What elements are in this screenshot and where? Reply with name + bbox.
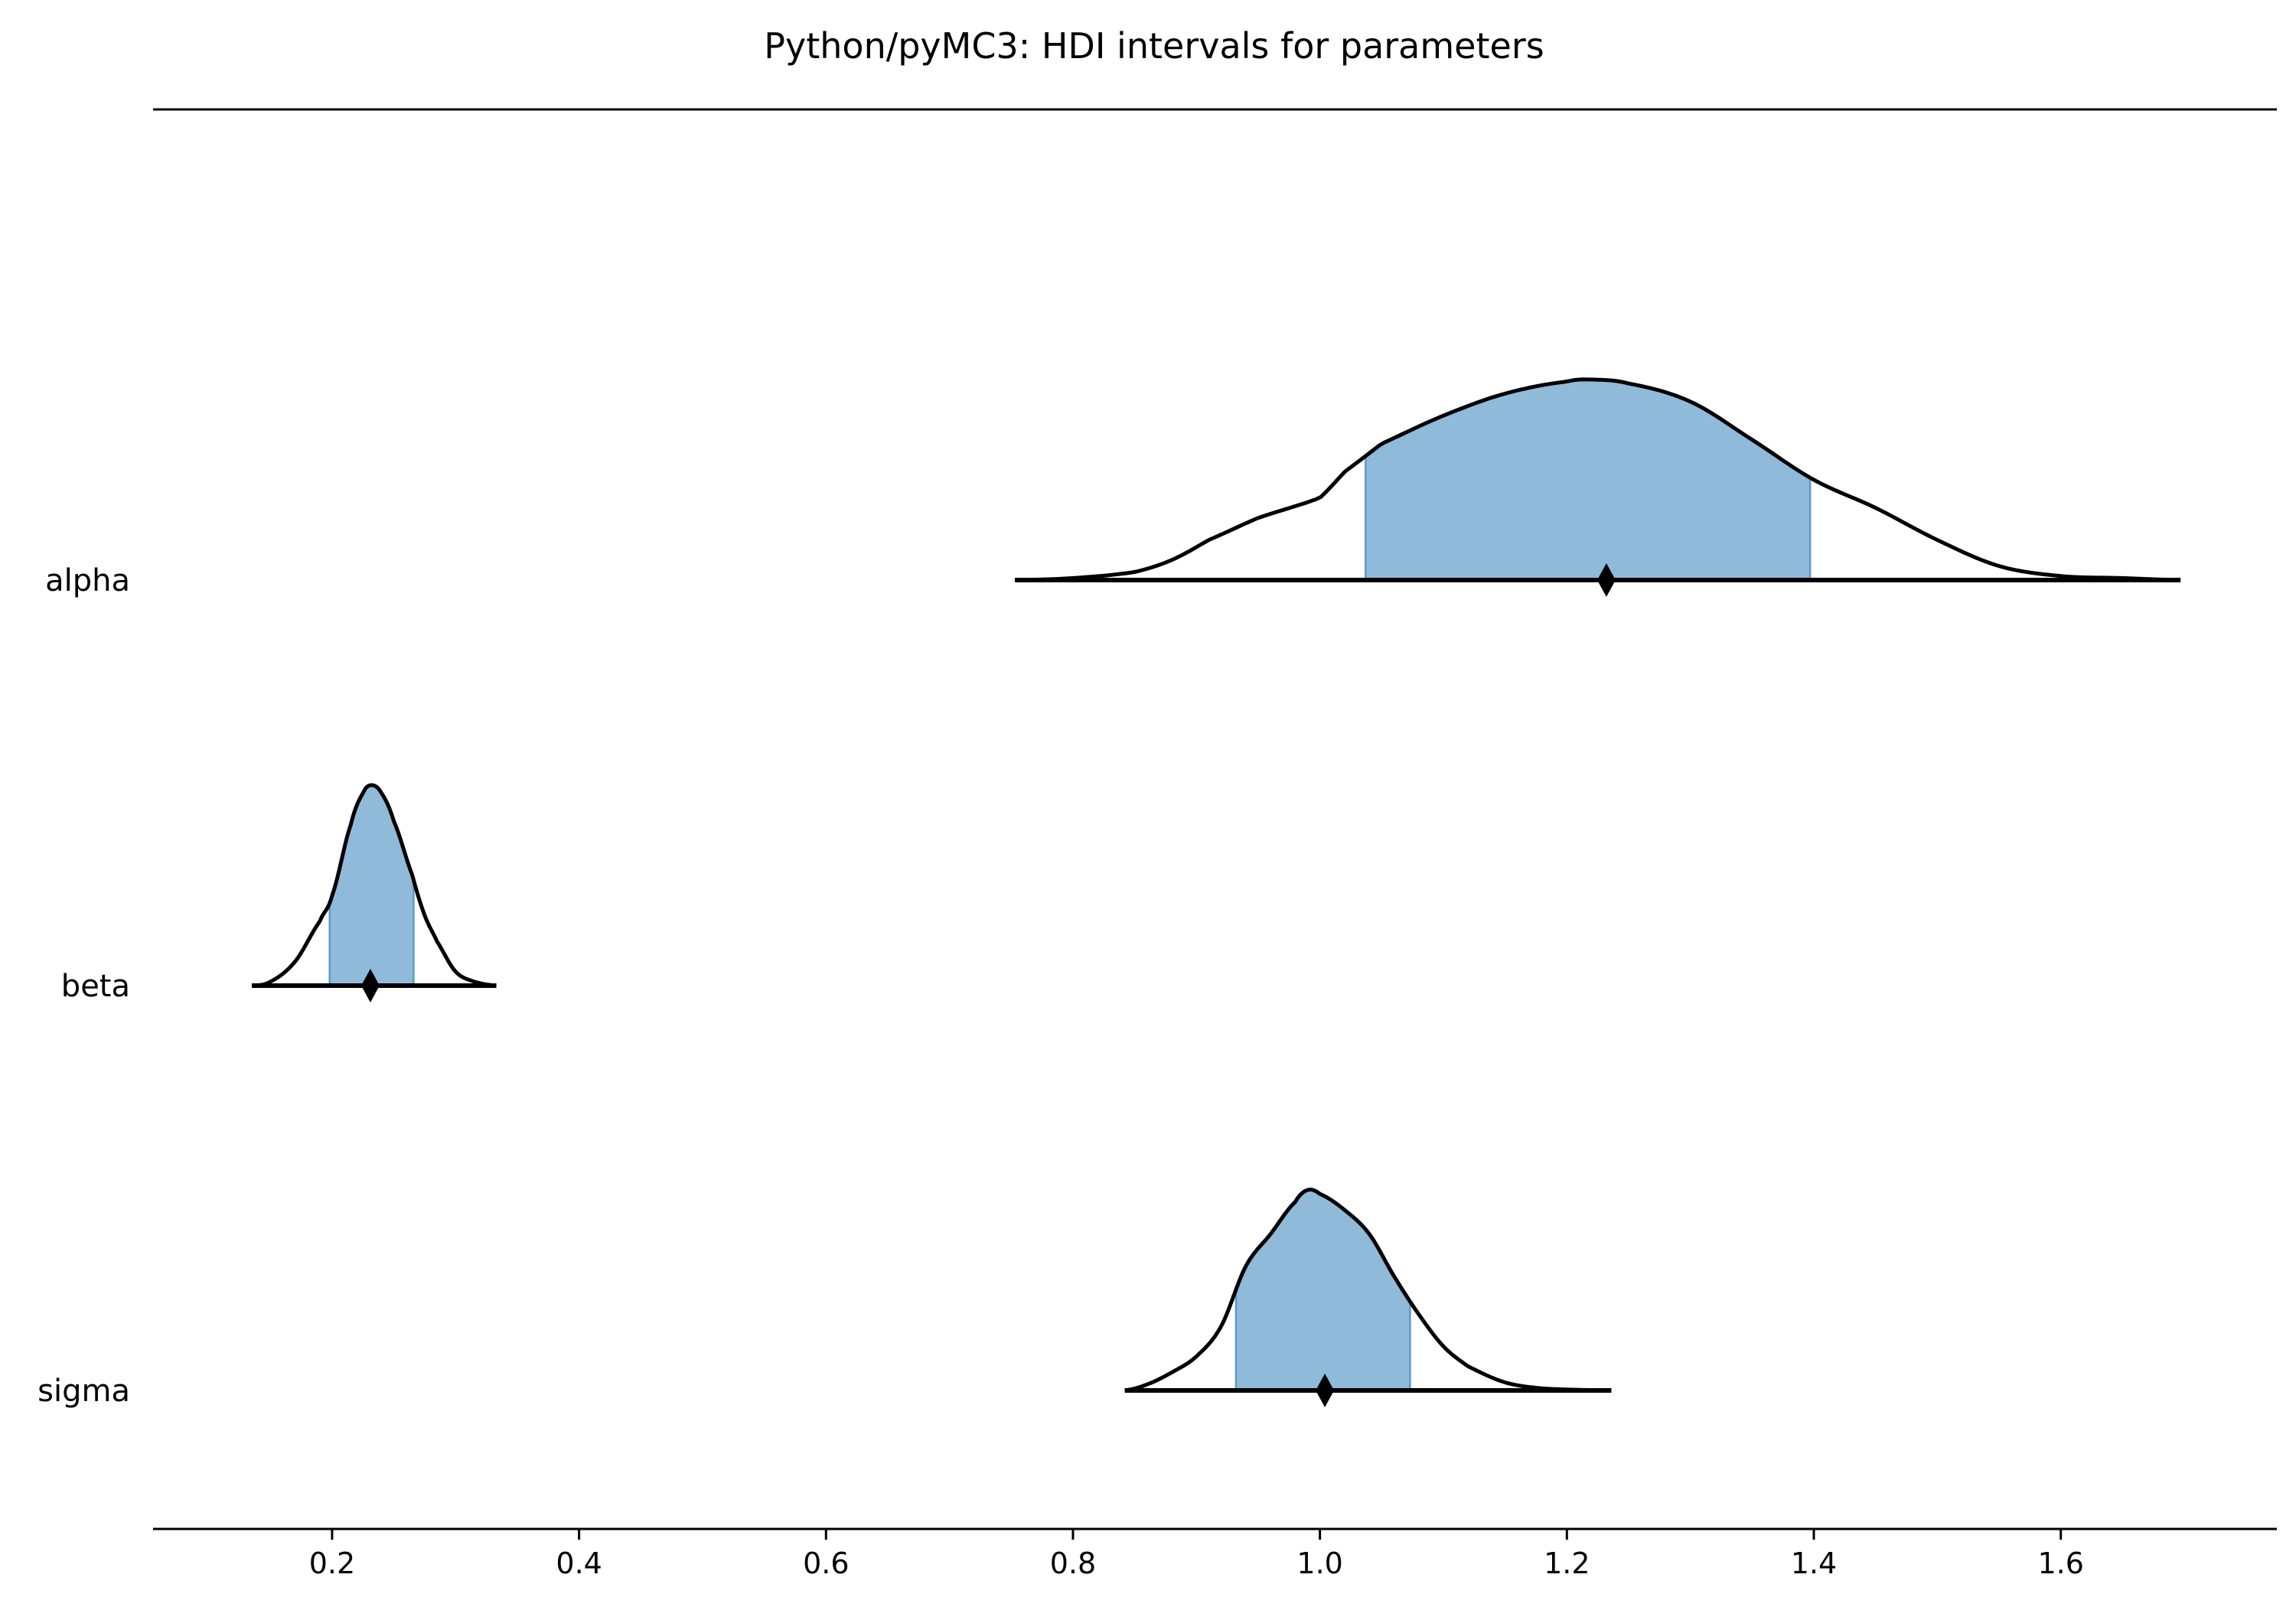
- x-tick-label: 1.0: [1296, 1547, 1342, 1580]
- param-label-alpha: alpha: [45, 563, 130, 598]
- ridges-group: alpha beta sigma: [38, 377, 2181, 1409]
- param-label-beta: beta: [61, 969, 130, 1004]
- hdi-region-alpha: [1365, 378, 1812, 582]
- ridge-beta: beta: [61, 783, 497, 1004]
- point-estimate-alpha: [1596, 563, 1616, 597]
- ridge-alpha: alpha: [45, 377, 2181, 598]
- density-curve-beta: [250, 783, 497, 988]
- x-tick-label: 0.4: [556, 1547, 602, 1580]
- x-tick-label: 0.6: [803, 1547, 849, 1580]
- x-tick-label: 1.4: [1791, 1547, 1837, 1580]
- x-tick-label: 0.2: [309, 1547, 355, 1580]
- hdi-region-beta: [328, 784, 415, 987]
- hdi-region-sigma: [1234, 1188, 1411, 1392]
- x-tick-label: 1.2: [1544, 1547, 1590, 1580]
- x-tick-label: 0.8: [1050, 1547, 1096, 1580]
- density-curve-sigma: [1124, 1188, 1612, 1393]
- ridge-sigma: sigma: [38, 1188, 1612, 1409]
- chart-title: Python/pyMC3: HDI intervals for paramete…: [764, 25, 1544, 67]
- point-estimate-sigma: [1316, 1374, 1335, 1407]
- point-estimate-beta: [360, 969, 380, 1002]
- x-axis: 0.2 0.4 0.6 0.8 1.0 1.2 1.4 1.6: [309, 1529, 2084, 1580]
- param-label-sigma: sigma: [38, 1374, 130, 1409]
- density-curve-alpha: [1015, 377, 2181, 582]
- x-tick-label: 1.6: [2037, 1547, 2083, 1580]
